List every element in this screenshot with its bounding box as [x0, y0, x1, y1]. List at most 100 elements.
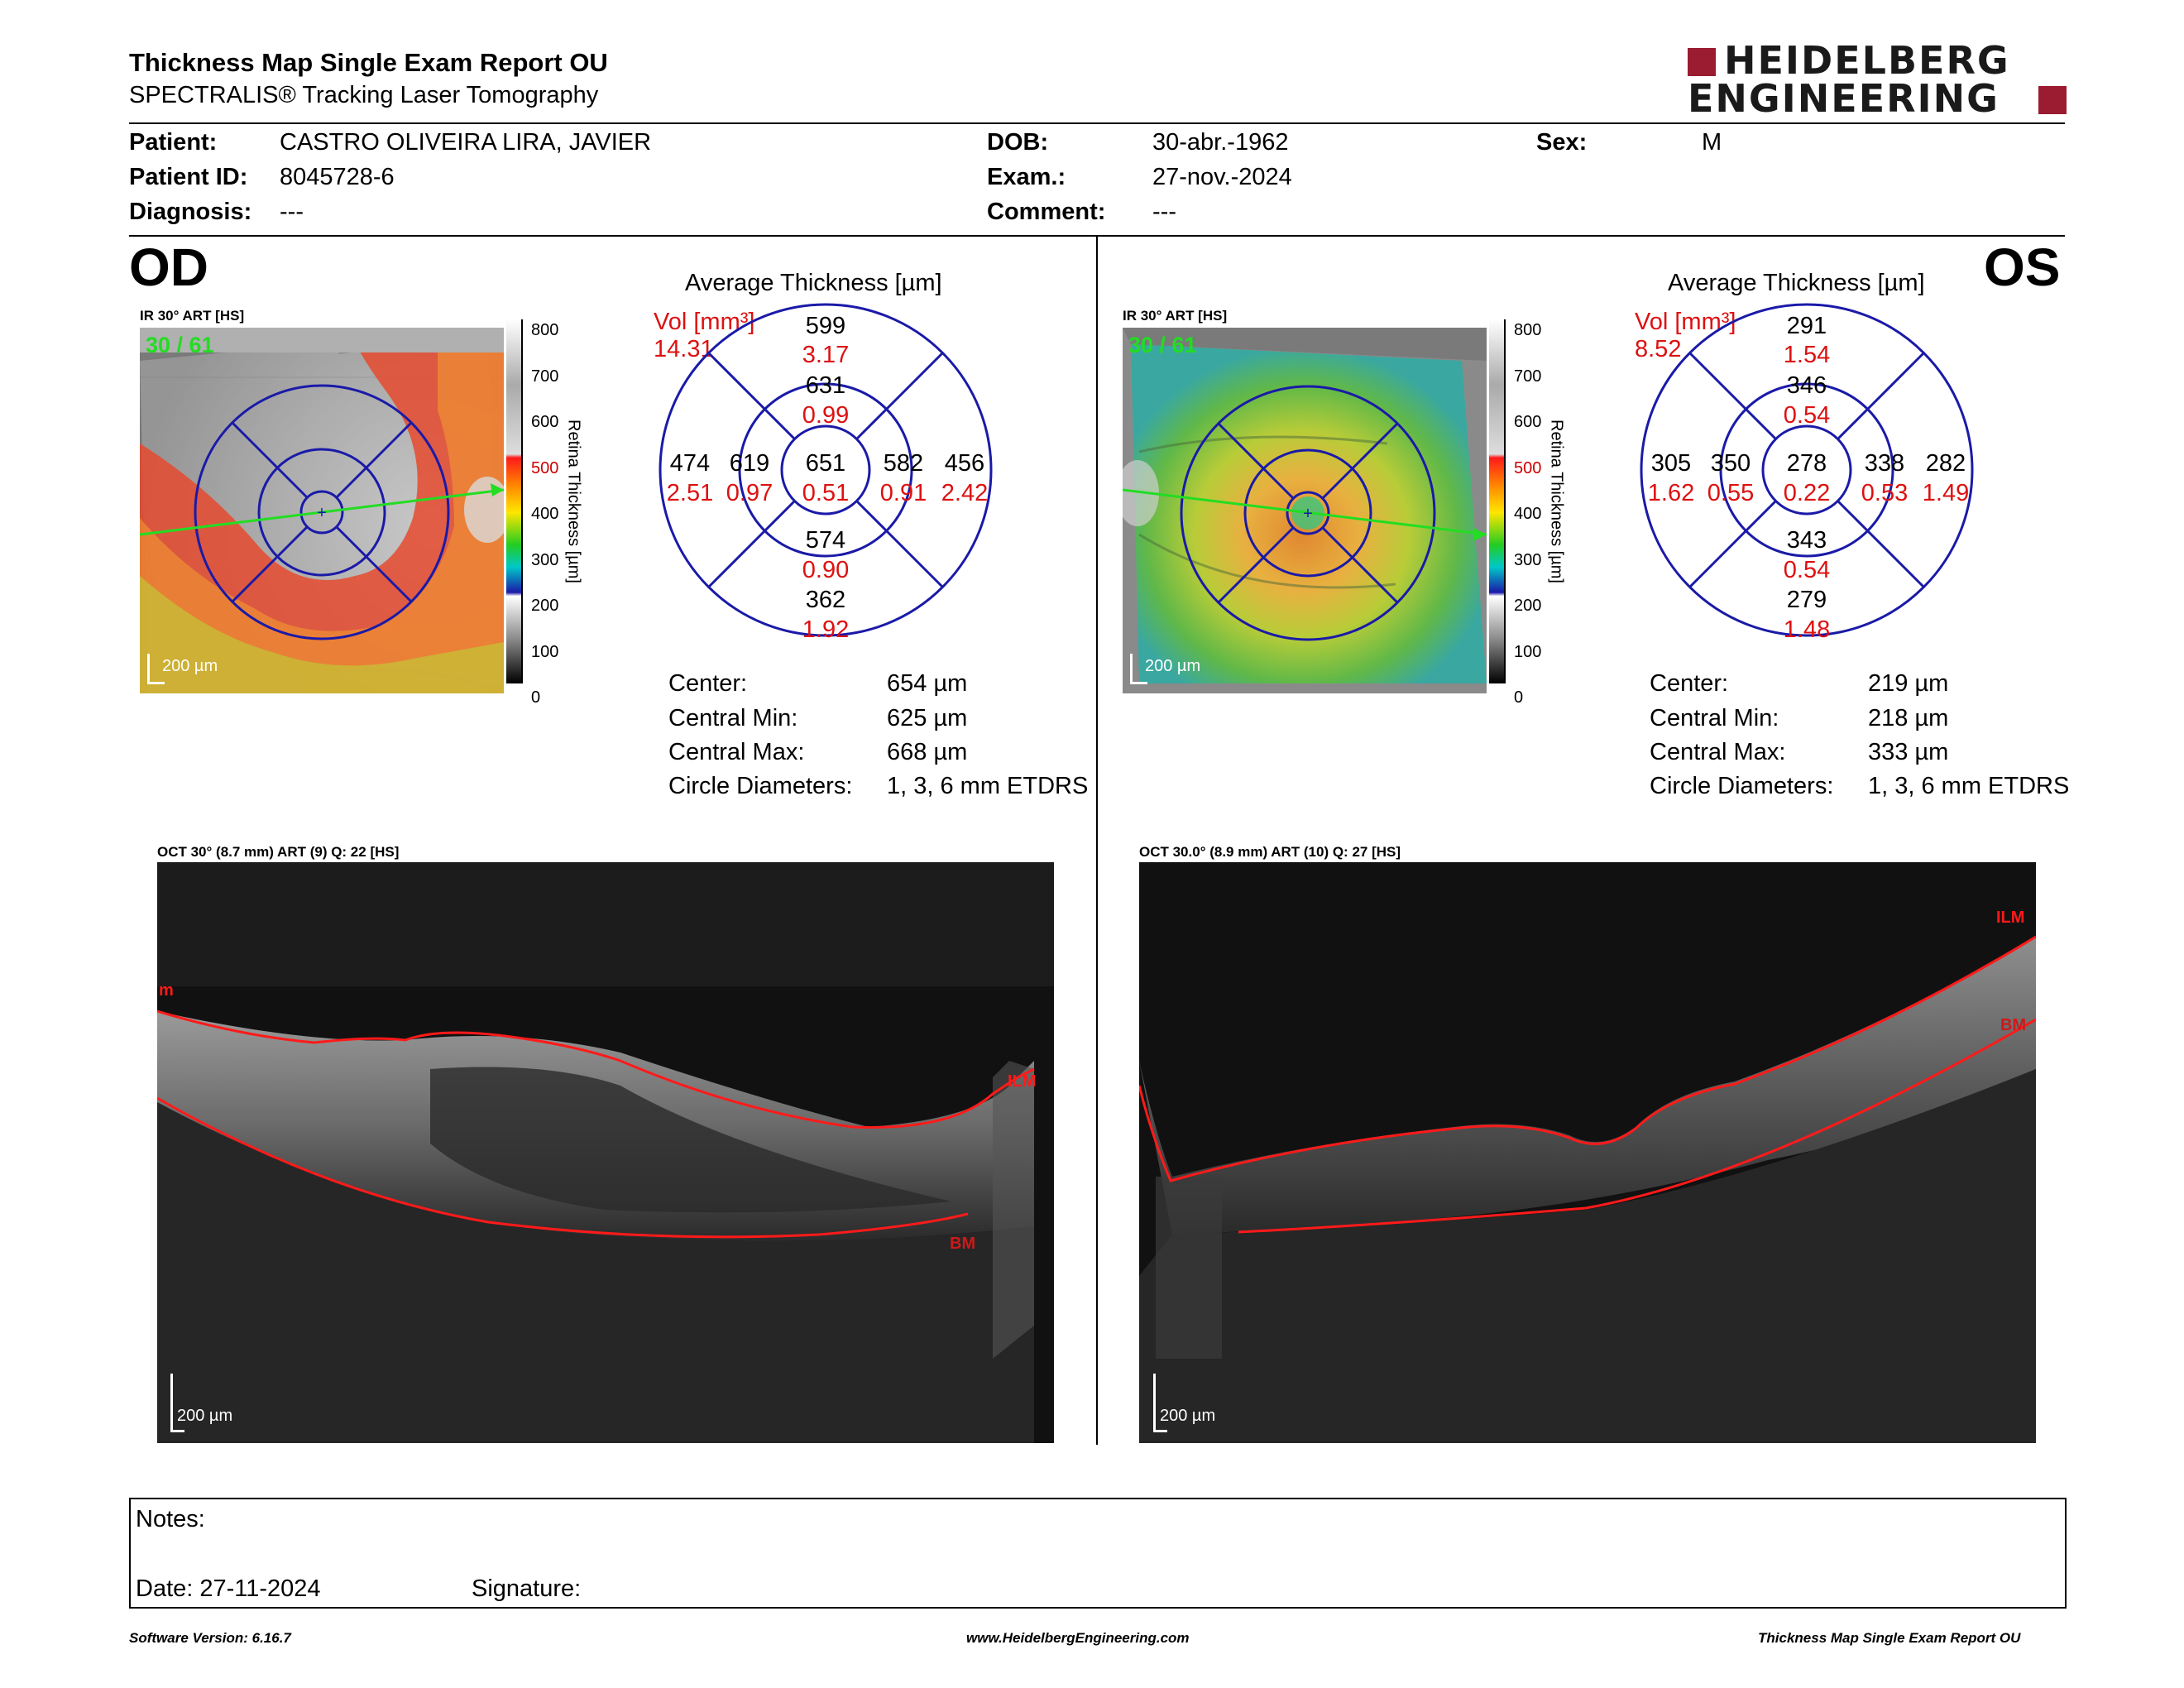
os-tick-400: 400	[1514, 505, 1542, 523]
od-outer-temp: 474	[669, 450, 711, 477]
os-outer-temp: 305	[1650, 450, 1692, 477]
os-inner-inf: 343	[1786, 527, 1827, 554]
od-oct-scale-bar	[170, 1374, 184, 1432]
od-tick-300: 300	[531, 550, 559, 569]
os-tick-600: 600	[1514, 413, 1542, 431]
os-tick-0: 0	[1514, 688, 1524, 707]
os-center-vol: 0.22	[1783, 480, 1831, 506]
od-colorbar	[506, 319, 521, 683]
od-tick-400: 400	[531, 505, 559, 523]
date-label: Date: 27-11-2024	[136, 1575, 321, 1602]
logo-square-top	[1688, 48, 1716, 76]
od-max-label: Central Max:	[668, 739, 805, 765]
os-colorbar-axis	[1504, 319, 1512, 683]
header-rule	[129, 122, 2065, 124]
od-outer-nasal: 456	[944, 450, 985, 477]
od-tick-700: 700	[531, 367, 559, 386]
website-link[interactable]: www.HeidelbergEngineering.com	[966, 1630, 1190, 1646]
od-inner-temp-vol: 0.97	[726, 480, 774, 506]
logo-square-bottom	[2038, 86, 2067, 114]
od-ilm-left: m	[159, 981, 174, 1000]
od-diam-value: 1, 3, 6 mm ETDRS	[887, 773, 1089, 799]
od-outer-nasal-vol: 2.42	[941, 480, 989, 506]
os-etdrs-grid	[1640, 303, 1974, 637]
os-outer-sup-vol: 1.54	[1783, 342, 1831, 368]
sex-label: Sex:	[1536, 129, 1588, 156]
os-tick-800: 800	[1514, 321, 1542, 339]
exam-label: Exam.:	[987, 164, 1066, 190]
od-colorbar-ticks: 800 700 600 500 400 300 200 100 0	[531, 308, 558, 722]
od-outer-sup-vol: 3.17	[802, 342, 850, 368]
notes-label: Notes:	[136, 1506, 205, 1532]
dob-label: DOB:	[987, 129, 1049, 156]
os-tick-700: 700	[1514, 367, 1542, 386]
os-min-value: 218 µm	[1868, 705, 1949, 731]
logo-text-bottom: ENGINEERING	[1688, 76, 2000, 121]
os-scale-bar	[1130, 654, 1147, 684]
od-tick-800: 800	[531, 321, 559, 339]
report-title: Thickness Map Single Exam Report OU	[129, 48, 608, 77]
os-vol-value: 8.52	[1635, 336, 1682, 362]
od-tick-100: 100	[531, 642, 559, 661]
os-ir-label: IR 30° ART [HS]	[1123, 308, 1228, 324]
os-frame-count: 30 / 61	[1128, 333, 1197, 357]
od-inner-nasal-vol: 0.91	[879, 480, 927, 506]
os-outer-inf-vol: 1.48	[1783, 616, 1831, 643]
od-tick-500: 500	[531, 458, 559, 477]
od-tick-200: 200	[531, 597, 559, 615]
od-map-svg: +	[140, 328, 504, 693]
od-oct-scan	[157, 862, 1054, 1443]
logo-text-top: HEIDELBERG	[1724, 38, 2010, 83]
diagnosis-value: ---	[280, 199, 304, 225]
os-scale-text: 200 µm	[1145, 657, 1201, 675]
od-frame-count: 30 / 61	[146, 333, 214, 357]
os-inner-sup-vol: 0.54	[1783, 402, 1831, 429]
od-inner-inf: 574	[805, 527, 846, 554]
os-outer-temp-vol: 1.62	[1647, 480, 1695, 506]
os-avg-title: Average Thickness [µm]	[1668, 270, 1925, 296]
patient-name: CASTRO OLIVEIRA LIRA, JAVIER	[280, 129, 652, 156]
os-oct-svg	[1139, 862, 2036, 1443]
diagnosis-label: Diagnosis:	[129, 199, 252, 225]
os-oct-scan	[1139, 862, 2036, 1443]
od-outer-temp-vol: 2.51	[666, 480, 714, 506]
os-inner-sup: 346	[1786, 372, 1827, 399]
os-colorbar	[1489, 319, 1504, 683]
od-ir-label: IR 30° ART [HS]	[140, 308, 245, 324]
od-ilm-right: ILM	[1008, 1072, 1037, 1091]
os-tick-200: 200	[1514, 597, 1542, 615]
od-tick-0: 0	[531, 688, 541, 707]
os-tick-100: 100	[1514, 642, 1542, 661]
od-colorbar-axis	[521, 319, 529, 683]
os-colorbar-ticks: 800 700 600 500 400 300 200 100 0	[1514, 308, 1541, 722]
od-tick-600: 600	[531, 413, 559, 431]
os-eye-label: OS	[1984, 237, 2061, 297]
os-oct-label: OCT 30.0° (8.9 mm) ART (10) Q: 27 [HS]	[1139, 844, 1401, 860]
notes-box[interactable]	[129, 1498, 2067, 1609]
footer-report-name: Thickness Map Single Exam Report OU	[1758, 1630, 2021, 1646]
dob-value: 30-abr.-1962	[1152, 129, 1289, 156]
od-inner-sup-vol: 0.99	[802, 402, 850, 429]
od-center: 651	[805, 450, 846, 477]
od-oct-label: OCT 30° (8.7 mm) ART (9) Q: 22 [HS]	[157, 844, 400, 860]
os-outer-nasal-vol: 1.49	[1922, 480, 1970, 506]
os-oct-scale-bar	[1153, 1374, 1167, 1432]
od-outer-sup: 599	[805, 313, 846, 339]
signature-label: Signature:	[472, 1575, 582, 1602]
od-inner-nasal: 582	[883, 450, 924, 477]
os-min-label: Central Min:	[1650, 705, 1779, 731]
os-diam-label: Circle Diameters:	[1650, 773, 1834, 799]
od-center-value: 654 µm	[887, 670, 968, 697]
od-oct-svg	[157, 862, 1054, 1443]
od-outer-inf-vol: 1.92	[802, 616, 850, 643]
os-center-value: 219 µm	[1868, 670, 1949, 697]
od-bm-label: BM	[950, 1235, 976, 1253]
os-max-value: 333 µm	[1868, 739, 1949, 765]
svg-text:+: +	[1303, 505, 1313, 523]
od-eye-label: OD	[129, 237, 208, 297]
comment-label: Comment:	[987, 199, 1106, 225]
patient-label: Patient:	[129, 129, 218, 156]
center-divider	[1096, 237, 1098, 1445]
od-inner-sup: 631	[805, 372, 846, 399]
os-outer-inf: 279	[1786, 587, 1827, 613]
